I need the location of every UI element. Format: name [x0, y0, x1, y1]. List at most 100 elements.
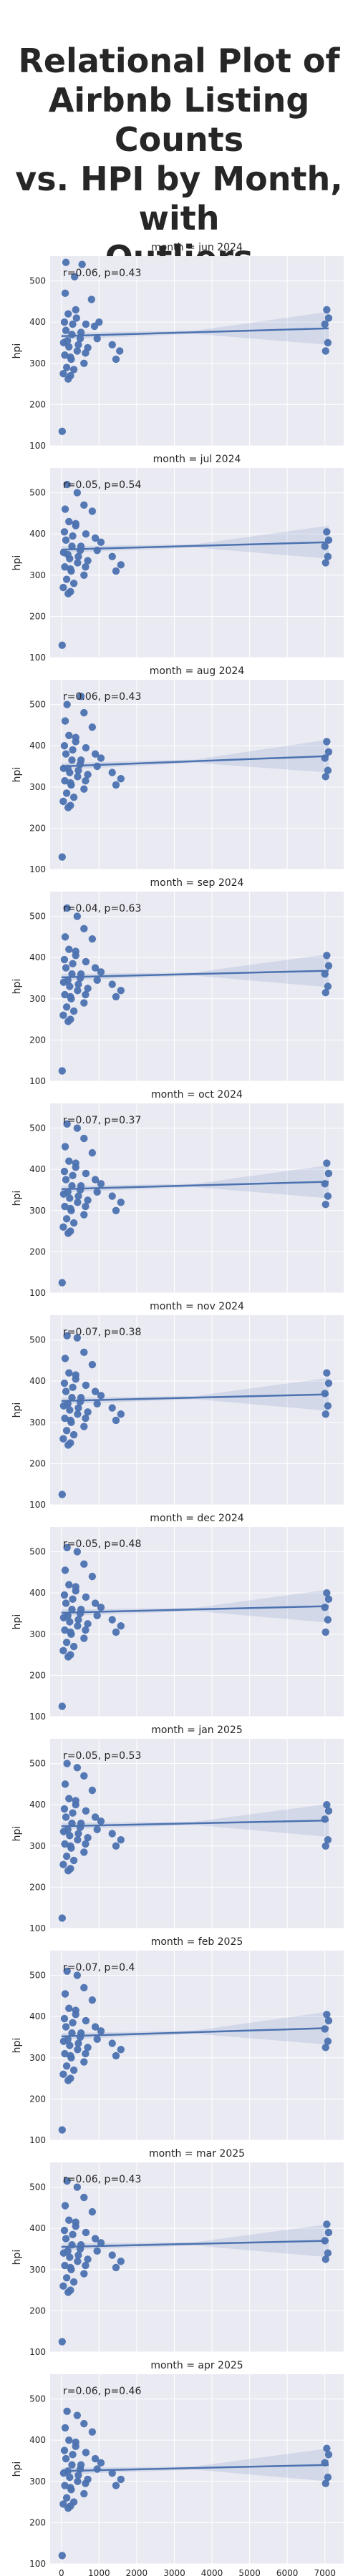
data-point [59, 2282, 67, 2290]
data-point [80, 1984, 88, 1992]
facet-title: month = apr 2025 [150, 2360, 243, 2371]
data-point [324, 982, 332, 990]
data-point [112, 1628, 120, 1636]
data-point [77, 1606, 85, 1614]
data-point [62, 2454, 70, 2463]
y-tick-label: 200 [29, 2517, 46, 2527]
data-point [61, 2424, 69, 2432]
data-point [60, 2226, 69, 2235]
data-point [97, 754, 105, 762]
data-point [72, 947, 79, 955]
data-point [60, 1167, 69, 1176]
data-point [74, 1404, 82, 1412]
data-point [82, 1169, 90, 1178]
data-point [88, 2207, 97, 2216]
y-axis-label: hpi [11, 555, 23, 571]
data-point [323, 528, 331, 536]
data-point [61, 1355, 69, 1362]
data-point [64, 2247, 72, 2255]
x-tick-label: 5000 [238, 2568, 261, 2576]
data-point [62, 2274, 71, 2282]
data-point [91, 750, 100, 758]
data-point [59, 1011, 67, 1020]
x-tick-label: 3000 [163, 2568, 185, 2576]
data-point [91, 534, 100, 542]
data-point [108, 341, 116, 349]
y-axis-label: hpi [11, 1402, 23, 1418]
data-point [67, 1204, 74, 1213]
data-point [62, 2494, 71, 2502]
data-point [66, 1618, 74, 1626]
data-point [62, 789, 71, 797]
data-point [67, 779, 74, 787]
data-point [64, 1611, 72, 1620]
y-tick-label: 300 [29, 782, 46, 792]
data-point [63, 336, 72, 345]
data-point [82, 1840, 90, 1848]
data-point [63, 1760, 71, 1767]
data-point [80, 1134, 88, 1143]
data-point [74, 766, 82, 774]
data-point [324, 2473, 332, 2482]
data-point [61, 1990, 69, 1998]
data-point [82, 2228, 90, 2237]
data-point [58, 1702, 67, 1710]
data-point [117, 561, 125, 569]
data-point [74, 980, 82, 988]
data-point [77, 756, 85, 764]
data-point [324, 2037, 332, 2045]
data-point [321, 1604, 329, 1611]
data-point [88, 1360, 97, 1369]
data-point [323, 2220, 331, 2228]
regression-line [61, 2027, 329, 2038]
data-point [112, 1206, 120, 1214]
data-point [324, 1379, 333, 1387]
panel-background [50, 680, 344, 869]
data-point [324, 1835, 332, 1844]
data-point [62, 364, 71, 371]
data-point [117, 1410, 125, 1418]
data-point [324, 2249, 332, 2257]
data-point [108, 1192, 116, 1200]
data-point [80, 1423, 88, 1430]
data-point [74, 1410, 82, 1418]
y-tick-label: 500 [29, 700, 46, 710]
y-tick-label: 500 [29, 1547, 46, 1557]
data-point [61, 933, 69, 941]
data-point [112, 567, 120, 575]
data-point [58, 1914, 67, 1922]
panel-background [50, 892, 344, 1081]
data-point [59, 2070, 67, 2079]
data-point [93, 2247, 101, 2255]
y-tick-label: 400 [29, 1376, 46, 1386]
y-tick-label: 400 [29, 1800, 46, 1810]
data-point [74, 2039, 82, 2047]
data-point [82, 2479, 90, 2487]
data-point [77, 2241, 85, 2249]
regression-line [61, 755, 329, 768]
y-tick-label: 400 [29, 2435, 46, 2445]
data-point [64, 976, 72, 985]
data-point [74, 1622, 82, 1630]
facet-title: month = jun 2024 [151, 242, 243, 253]
data-point [323, 306, 331, 314]
data-point [66, 982, 74, 990]
data-point [321, 1842, 329, 1850]
data-point [80, 2193, 88, 2202]
data-point [63, 480, 71, 489]
confidence-band [61, 1165, 329, 1199]
y-tick-label: 400 [29, 1164, 46, 1174]
data-point [73, 489, 82, 497]
data-point [60, 2014, 69, 2023]
y-tick-label: 300 [29, 570, 46, 580]
data-point [88, 2428, 97, 2436]
panel-background [50, 2162, 344, 2352]
data-point [59, 2500, 67, 2508]
data-point [67, 565, 74, 573]
correlation-annotation: r=0.07, p=0.37 [63, 1115, 141, 1126]
data-point [82, 743, 90, 752]
data-point [93, 1825, 101, 1833]
data-point [65, 2216, 73, 2224]
facet-title: month = nov 2024 [150, 1301, 244, 1312]
data-point [73, 1548, 82, 1556]
